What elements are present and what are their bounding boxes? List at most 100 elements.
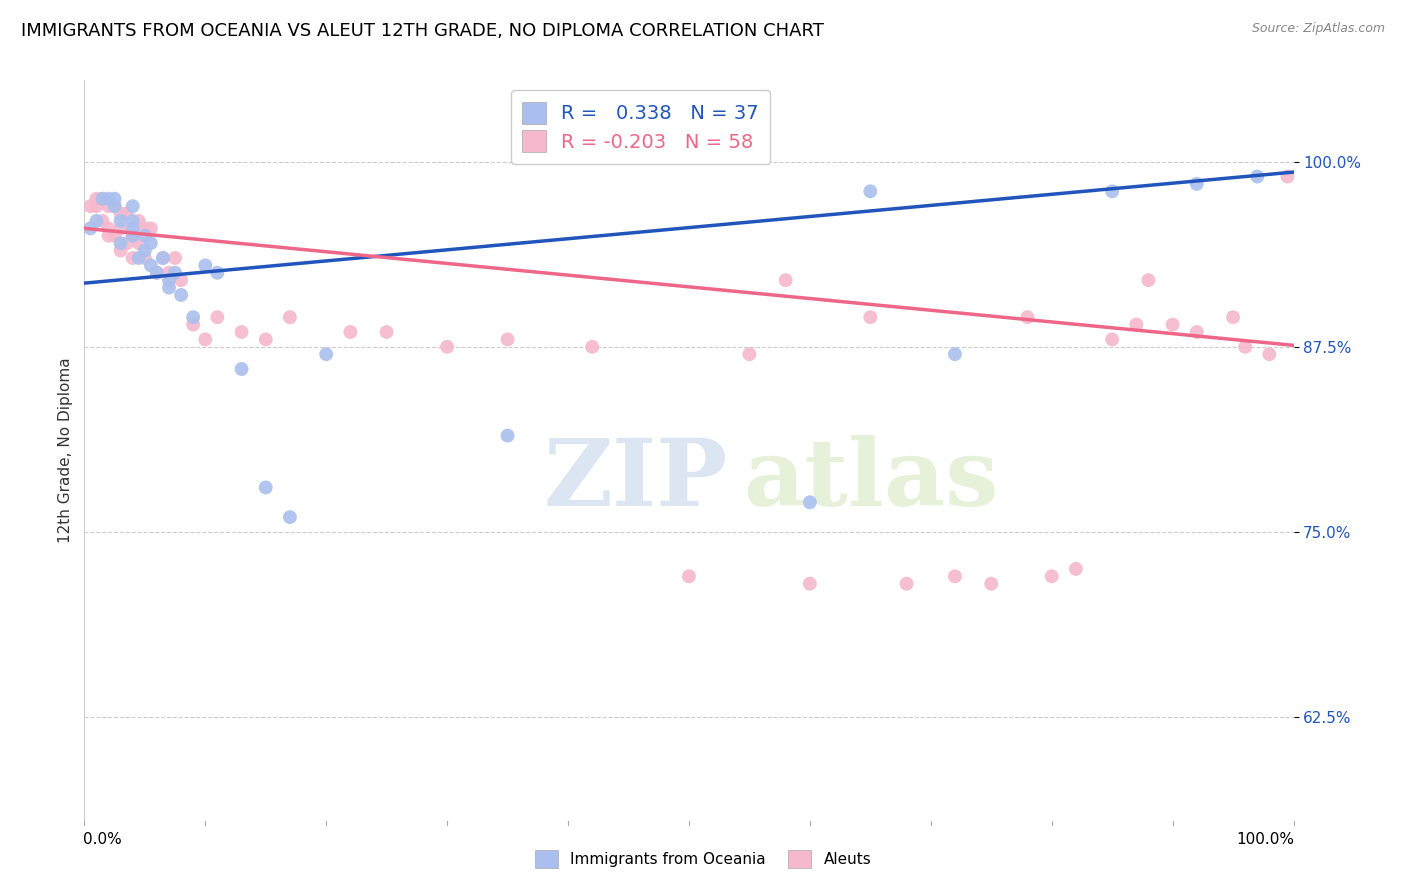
- Point: [859, 310, 882, 325]
- Point: [152, 251, 174, 265]
- Point: [738, 347, 761, 361]
- Point: [128, 236, 150, 251]
- Point: [165, 251, 187, 265]
- Point: [157, 273, 180, 287]
- Point: [86, 199, 108, 213]
- Point: [139, 259, 162, 273]
- Point: [121, 251, 143, 265]
- Point: [278, 310, 301, 325]
- Point: [170, 273, 193, 287]
- Point: [86, 214, 108, 228]
- Point: [134, 244, 156, 258]
- Point: [775, 273, 797, 287]
- Point: [254, 333, 277, 347]
- Point: [207, 310, 229, 325]
- Point: [157, 280, 180, 294]
- Point: [121, 199, 143, 213]
- Point: [339, 325, 361, 339]
- Point: [231, 362, 253, 376]
- Legend: R =   0.338   N = 37, R = -0.203   N = 58: R = 0.338 N = 37, R = -0.203 N = 58: [510, 90, 770, 164]
- Y-axis label: 12th Grade, No Diploma: 12th Grade, No Diploma: [58, 358, 73, 543]
- Point: [1064, 562, 1087, 576]
- Point: [134, 228, 156, 243]
- Point: [1017, 310, 1039, 325]
- Point: [436, 340, 458, 354]
- Point: [91, 214, 114, 228]
- Point: [97, 221, 120, 235]
- Point: [1185, 177, 1208, 191]
- Point: [110, 236, 132, 251]
- Point: [139, 236, 162, 251]
- Point: [1101, 184, 1123, 198]
- Point: [157, 266, 180, 280]
- Point: [581, 340, 603, 354]
- Point: [134, 251, 156, 265]
- Point: [799, 495, 821, 509]
- Point: [496, 428, 519, 442]
- Text: atlas: atlas: [744, 435, 998, 525]
- Point: [110, 214, 132, 228]
- Point: [139, 221, 162, 235]
- Point: [194, 333, 217, 347]
- Point: [315, 347, 337, 361]
- Text: ZIP: ZIP: [544, 435, 728, 525]
- Point: [194, 259, 217, 273]
- Point: [678, 569, 700, 583]
- Point: [254, 480, 277, 494]
- Point: [375, 325, 398, 339]
- Point: [146, 266, 169, 280]
- Point: [165, 266, 187, 280]
- Point: [231, 325, 253, 339]
- Point: [91, 192, 114, 206]
- Point: [79, 199, 101, 213]
- Point: [1040, 569, 1063, 583]
- Point: [181, 310, 204, 325]
- Point: [278, 510, 301, 524]
- Point: [1222, 310, 1244, 325]
- Point: [207, 266, 229, 280]
- Point: [86, 192, 108, 206]
- Point: [896, 576, 918, 591]
- Text: 100.0%: 100.0%: [1237, 832, 1295, 847]
- Point: [1258, 347, 1281, 361]
- Point: [110, 244, 132, 258]
- Point: [97, 199, 120, 213]
- Text: 0.0%: 0.0%: [83, 832, 122, 847]
- Point: [1277, 169, 1299, 184]
- Point: [91, 192, 114, 206]
- Point: [1234, 340, 1257, 354]
- Point: [134, 221, 156, 235]
- Point: [110, 221, 132, 235]
- Point: [181, 318, 204, 332]
- Point: [121, 221, 143, 235]
- Point: [110, 206, 132, 220]
- Point: [128, 251, 150, 265]
- Point: [1101, 333, 1123, 347]
- Point: [97, 228, 120, 243]
- Point: [799, 576, 821, 591]
- Point: [1246, 169, 1268, 184]
- Point: [943, 347, 966, 361]
- Point: [146, 266, 169, 280]
- Point: [115, 206, 138, 220]
- Point: [121, 228, 143, 243]
- Point: [79, 221, 101, 235]
- Point: [1125, 318, 1147, 332]
- Point: [104, 192, 127, 206]
- Point: [121, 228, 143, 243]
- Point: [1185, 325, 1208, 339]
- Point: [496, 333, 519, 347]
- Point: [104, 199, 127, 213]
- Point: [1137, 273, 1160, 287]
- Point: [980, 576, 1002, 591]
- Point: [170, 288, 193, 302]
- Text: Source: ZipAtlas.com: Source: ZipAtlas.com: [1251, 22, 1385, 36]
- Point: [104, 199, 127, 213]
- Point: [104, 228, 127, 243]
- Text: IMMIGRANTS FROM OCEANIA VS ALEUT 12TH GRADE, NO DIPLOMA CORRELATION CHART: IMMIGRANTS FROM OCEANIA VS ALEUT 12TH GR…: [21, 22, 824, 40]
- Point: [121, 214, 143, 228]
- Point: [115, 236, 138, 251]
- Point: [1161, 318, 1184, 332]
- Point: [97, 192, 120, 206]
- Legend: Immigrants from Oceania, Aleuts: Immigrants from Oceania, Aleuts: [529, 844, 877, 873]
